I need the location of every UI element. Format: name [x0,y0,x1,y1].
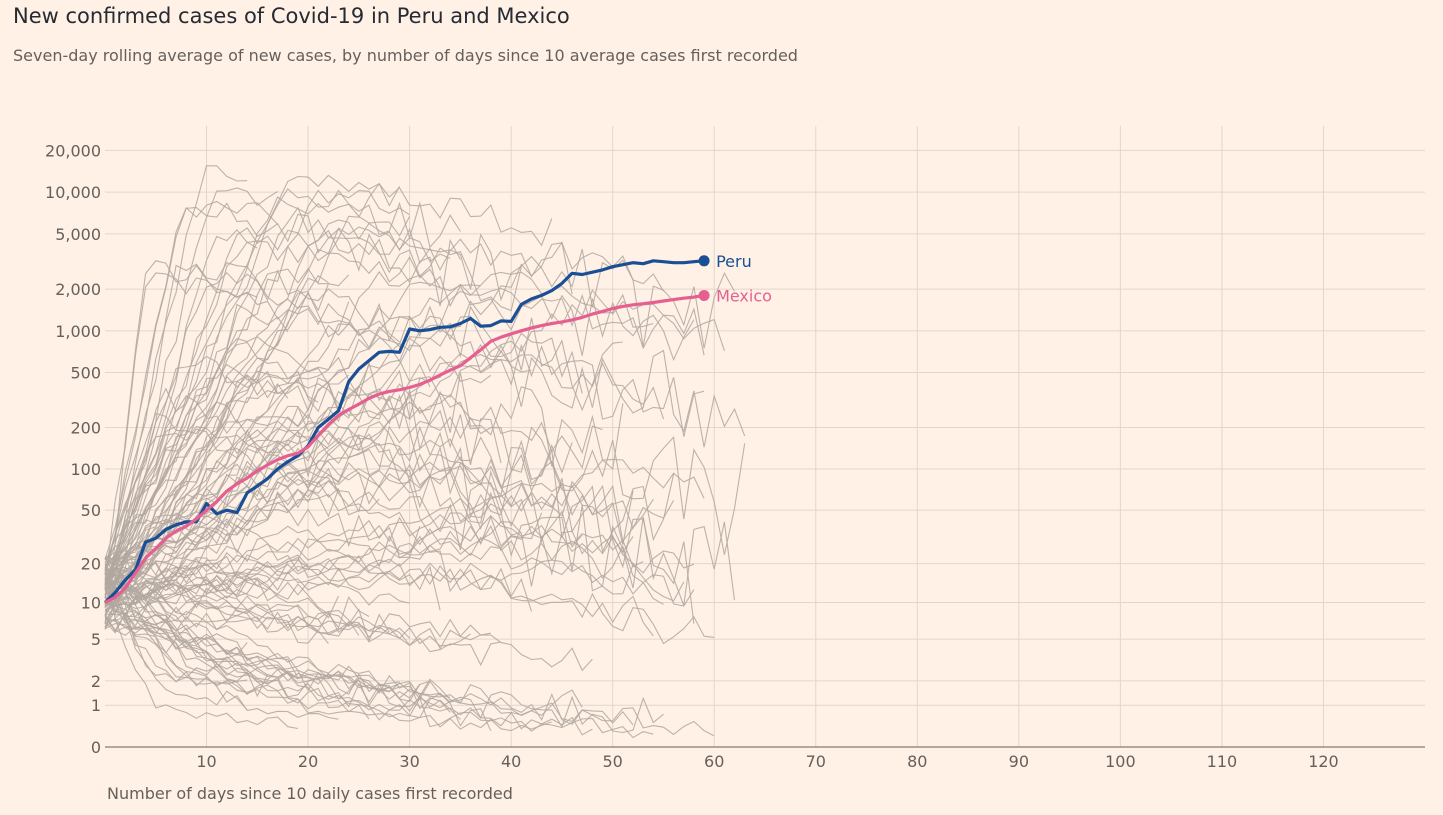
x-axis-label: Number of days since 10 daily cases firs… [107,784,513,803]
mexico-line [104,293,705,605]
country-line [104,307,583,583]
country-line [104,585,421,707]
country-line [104,260,258,625]
peru-end-marker [698,255,710,267]
y-tick-label: 20 [81,555,101,574]
highlight-lines: Peru Mexico [103,252,772,605]
country-line [104,206,735,605]
x-tick-label: 70 [806,752,826,771]
country-line [104,363,289,605]
country-line [104,561,410,606]
x-tick-label: 80 [907,752,927,771]
y-tick-label: 2 [91,672,101,691]
country-line [104,567,552,732]
country-line [104,618,400,686]
country-line [104,541,441,611]
y-tick-label: 0 [91,738,101,757]
y-tick-label: 1 [91,696,101,715]
country-line [104,524,664,614]
country-line [104,613,248,656]
country-line [104,370,746,605]
country-line [104,557,461,720]
country-line [104,602,634,726]
y-tick-label: 200 [70,419,101,438]
x-tick-label: 50 [603,752,623,771]
country-line [104,229,441,616]
x-tick-label: 30 [399,752,419,771]
x-tick-label: 20 [298,752,318,771]
y-tick-label: 5,000 [55,225,101,244]
y-tick-label: 2,000 [55,280,101,299]
country-line [104,355,481,589]
country-line [104,219,451,560]
country-line [104,441,634,628]
y-tick-label: 20,000 [45,141,101,160]
country-line [104,413,654,590]
country-line [104,271,654,592]
x-tick-label: 120 [1308,752,1339,771]
country-line [104,525,695,601]
country-line [104,585,451,713]
country-line [104,572,502,667]
country-line [104,468,583,564]
country-line [104,354,665,596]
country-line [104,189,410,584]
country-line [104,341,624,567]
mexico-label: Mexico [716,286,772,305]
y-tick-label: 500 [70,364,101,383]
country-line [104,586,593,736]
country-line [104,283,705,576]
country-line [104,564,654,739]
country-line [104,480,339,585]
chart-subtitle: Seven-day rolling average of new cases, … [13,46,798,65]
country-line [104,226,573,615]
peru-line [103,259,705,604]
country-line [104,583,431,700]
axes: 0 1 2 5 10 20 50 100 200 500 1,000 2,000 5,000 10,000… [45,141,1425,771]
country-line [104,573,268,618]
country-line [104,202,522,574]
y-tick-label: 100 [70,460,101,479]
country-line [104,272,350,586]
country-line [104,412,329,572]
country-line [104,262,329,589]
x-tick-label: 110 [1207,752,1238,771]
x-tick-label: 100 [1105,752,1136,771]
y-tick-label: 10,000 [45,183,101,202]
country-line [104,274,329,561]
chart-title: New confirmed cases of Covid-19 in Peru … [13,4,570,28]
country-line [104,387,675,596]
x-tick-label: 60 [704,752,724,771]
y-tick-label: 50 [81,501,101,520]
country-line [104,187,278,608]
country-line [104,458,705,591]
country-line [104,165,248,571]
x-tick-label: 90 [1009,752,1029,771]
country-line [105,587,471,647]
mexico-end-marker [698,289,710,301]
country-line [104,200,279,560]
country-line [104,174,400,569]
x-tick-label: 10 [196,752,216,771]
y-tick-label: 10 [81,594,101,613]
country-line [104,572,298,730]
country-line [104,305,746,589]
country-line [104,269,623,576]
country-line [104,484,675,598]
country-line [104,383,603,604]
y-tick-label: 5 [91,630,101,649]
country-line [104,182,553,607]
other-countries-lines [104,165,746,739]
peru-label: Peru [716,252,752,271]
y-tick-label: 1,000 [55,322,101,341]
country-line [104,575,492,732]
country-line [104,564,664,734]
country-line [104,343,532,622]
x-tick-label: 40 [501,752,521,771]
